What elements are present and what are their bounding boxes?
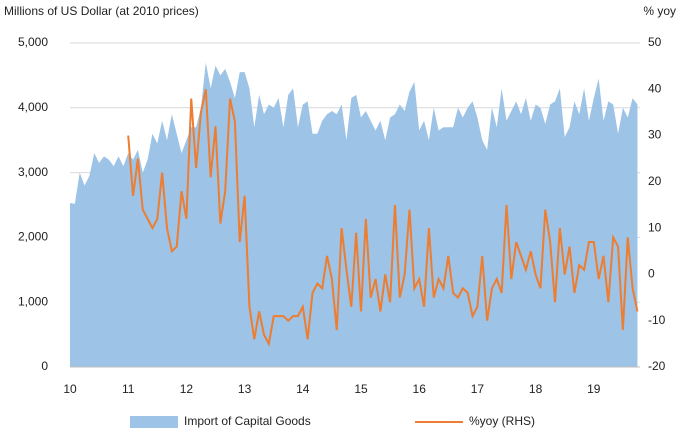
x-tick-label: 10 bbox=[63, 382, 77, 396]
x-tick-label: 13 bbox=[238, 382, 252, 396]
x-tick-label: 16 bbox=[413, 382, 427, 396]
x-tick-label: 11 bbox=[122, 382, 135, 396]
y2-tick-label: -10 bbox=[648, 313, 666, 327]
x-tick-label: 15 bbox=[354, 382, 368, 396]
y2-tick-label: 30 bbox=[648, 128, 662, 142]
area bbox=[70, 62, 638, 367]
y2-axis-title: % yoy bbox=[643, 4, 676, 18]
y2-tick-label: 20 bbox=[648, 174, 662, 188]
x-tick-label: 17 bbox=[471, 382, 485, 396]
y2-tick-label: 40 bbox=[648, 81, 662, 95]
y-tick-label: 3,000 bbox=[18, 165, 48, 179]
legend-swatch bbox=[130, 416, 178, 428]
y-tick-label: 4,000 bbox=[18, 100, 48, 114]
y-tick-label: 5,000 bbox=[18, 35, 48, 49]
y-tick-label: 0 bbox=[41, 359, 48, 373]
y2-tick-label: 10 bbox=[648, 220, 662, 234]
y2-tick-label: 0 bbox=[648, 267, 655, 281]
x-tick-label: 19 bbox=[587, 382, 601, 396]
legend-label: Import of Capital Goods bbox=[184, 414, 311, 428]
y-axis-title: Millions of US Dollar (at 2010 prices) bbox=[4, 4, 199, 18]
legend-label: %yoy (RHS) bbox=[469, 414, 535, 428]
x-tick-label: 18 bbox=[529, 382, 543, 396]
y2-tick-label: 50 bbox=[648, 35, 662, 49]
line bbox=[127, 89, 639, 347]
x-tick-label: 14 bbox=[296, 382, 310, 396]
y-tick-label: 1,000 bbox=[18, 294, 48, 308]
y2-tick-label: -20 bbox=[648, 359, 666, 373]
y-tick-label: 2,000 bbox=[18, 230, 48, 244]
x-tick-label: 12 bbox=[180, 382, 194, 396]
